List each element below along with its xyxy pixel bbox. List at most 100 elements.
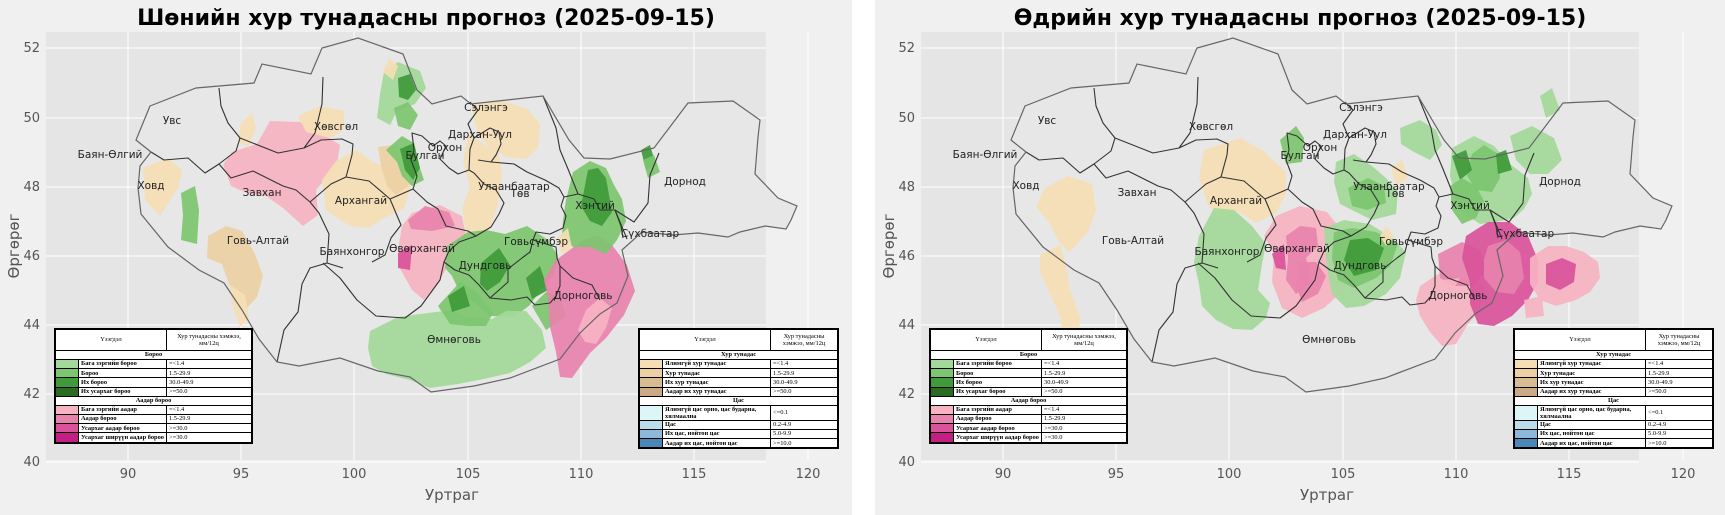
y-tick-label: 42	[23, 387, 40, 402]
forecast-area	[1524, 296, 1544, 318]
legend-category-value: <=0.1	[1645, 404, 1713, 421]
province-border	[614, 152, 660, 240]
legend-category-label: Аадар их цас, нойтон цас	[1536, 438, 1647, 449]
province-border	[1489, 152, 1535, 240]
forecast-area	[223, 121, 340, 226]
legend-row: Ялимгүй хур тунадас =<1.4	[1514, 358, 1713, 370]
forecast-area	[1036, 176, 1096, 252]
forecast-area	[1380, 226, 1394, 246]
province-label: Төв	[1384, 188, 1404, 200]
legend-category-label: Цас	[1536, 419, 1647, 430]
legend-category-label: Их хур тунадас	[661, 377, 772, 388]
legend-category-label: Хур тунадас	[661, 368, 772, 379]
legend-swatch	[1514, 377, 1538, 388]
legend-swatch	[639, 419, 663, 430]
legend-table: Үзэгдэл Хур тунадасны хэмжээ, мм/12ц Бороо…	[930, 329, 1127, 443]
x-tick-label: 120	[1671, 467, 1696, 482]
legend-category-value: 1.5-29.9	[770, 368, 838, 379]
legend-category-value: >=50.0	[1041, 386, 1127, 397]
legend-header-amount: Хур тунадасны хэмжээ, мм/12ц	[166, 329, 252, 351]
y-tick-label: 42	[898, 387, 915, 402]
forecast-area	[1348, 178, 1386, 210]
legend-swatch	[639, 358, 663, 370]
day-forecast-panel: Увс Баян-Өлгий Ховд Завхан Говь-Алтай Хөвсгөл…	[875, 0, 1725, 515]
province-label: Говь-Алтай	[227, 235, 289, 247]
y-tick-label: 46	[898, 249, 915, 264]
legend-category-label: Бага зэргийн аадар	[78, 404, 167, 415]
legend-category-label: Аадар их цас, нойтон цас	[661, 438, 772, 449]
y-tick-label: 52	[23, 41, 40, 56]
province-label: Дорноговь	[1429, 290, 1488, 302]
legend-row: Их бороо 30.0-49.9	[930, 377, 1127, 388]
legend-section-title: Цас	[1514, 395, 1713, 406]
legend-row: Аадар их цас, нойтон цас >=10.0	[639, 438, 838, 449]
legend-swatch	[930, 432, 954, 443]
legend-section-title: Хур тунадас	[1514, 350, 1713, 360]
province-border	[1184, 154, 1228, 203]
legend-row: Их цас, нойтон цас 5.0-9.9	[1514, 428, 1713, 440]
forecast-area	[1416, 274, 1486, 346]
province-borders	[150, 76, 660, 363]
forecast-area	[544, 235, 635, 378]
y-tick-label: 44	[898, 318, 915, 333]
forecast-area	[298, 106, 344, 138]
country-border	[135, 37, 798, 393]
province-label: Говь-Алтай	[1102, 235, 1164, 247]
legend-section-row: Бороо	[930, 350, 1127, 360]
province-border	[467, 101, 479, 171]
x-tick-label: 90	[995, 467, 1012, 482]
legend-category-value: >=10.0	[770, 438, 838, 449]
province-border	[1220, 176, 1277, 263]
province-label: Өвөрхангай	[1264, 243, 1330, 255]
province-label: Завхан	[243, 187, 282, 199]
legend-row: Ялимгүй цас орно, цас бударна, хялмаална…	[639, 404, 838, 421]
legend-section-title: Аадар бороо	[55, 395, 252, 406]
x-tick-label: 105	[456, 467, 481, 482]
legend-swatch	[930, 377, 954, 388]
province-border	[1318, 261, 1436, 306]
forecast-area	[581, 168, 612, 226]
legend-category-label: Их цас, нойтон цас	[1536, 428, 1647, 440]
forecast-area	[398, 74, 416, 100]
province-border	[1025, 87, 1116, 174]
legend-rain-table: Үзэгдэл Хур тунадасны хэмжээ, мм/12ц Бороо…	[929, 328, 1128, 444]
panel-title: Өдрийн хур тунадасны прогноз (2025-09-15…	[1014, 6, 1587, 31]
province-border	[1264, 188, 1352, 319]
province-border	[542, 95, 579, 195]
province-label: Төв	[509, 188, 529, 200]
province-border	[473, 172, 505, 237]
legend-category-value: 1.5-29.9	[1645, 368, 1713, 379]
legend-swatch	[1514, 438, 1538, 449]
panel-title: Шөнийн хур тунадасны прогноз (2025-09-15…	[137, 6, 715, 31]
legend-row: Аадар их цас, нойтон цас >=10.0	[1514, 438, 1713, 449]
y-axis-label: Өргөрөг	[880, 213, 898, 278]
legend-section-row: Хур тунадас	[1514, 350, 1713, 360]
province-labels: Увс Баян-Өлгий Ховд Завхан Говь-Алтай Хөвсгөл…	[78, 102, 706, 346]
country-border	[1010, 37, 1673, 393]
y-tick-label: 40	[898, 455, 915, 470]
legend-category-label: Бага зэргийн аадар	[953, 404, 1042, 415]
legend-category-value: =<1.4	[1645, 358, 1713, 370]
province-label: Сүхбаатар	[621, 228, 680, 240]
legend-category-value: >=30.0	[166, 423, 252, 434]
province-label: Сүхбаатар	[1496, 228, 1555, 240]
province-border	[1348, 172, 1380, 237]
province-border	[1178, 76, 1199, 149]
legend-row: Их цас, нойтон цас 5.0-9.9	[639, 428, 838, 440]
province-label: Өмнөговь	[427, 334, 481, 346]
legend-category-label: Усархаг ширүүн аадар бороо	[78, 432, 167, 443]
legend-swatch	[639, 438, 663, 449]
province-label: Булган	[1281, 150, 1320, 162]
province-label: Архангай	[335, 195, 387, 207]
legend-swatch	[930, 358, 954, 370]
legend-row: Аадар их хур тунадас >=50.0	[639, 386, 838, 397]
x-tick-label: 110	[1444, 467, 1469, 482]
legend-category-value: 1.5-29.9	[166, 368, 252, 379]
x-tick-label: 105	[1331, 467, 1356, 482]
x-axis-label: Уртраг	[425, 486, 479, 504]
legend-row: Хур тунадас 1.5-29.9	[639, 368, 838, 379]
province-label: Хэнтий	[575, 200, 615, 212]
forecast-area	[1344, 238, 1384, 276]
province-border	[490, 161, 567, 259]
legend-row: Усархаг аадар бороо >=30.0	[930, 423, 1127, 434]
